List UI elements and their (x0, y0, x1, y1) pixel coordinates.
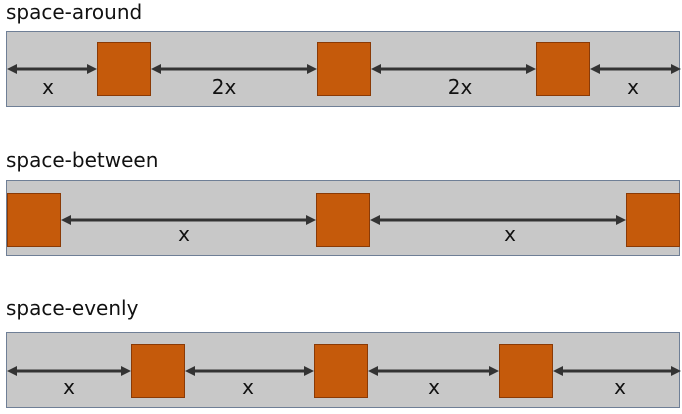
flex-item (317, 42, 371, 96)
gap-label: x (428, 375, 440, 399)
flex-item (314, 344, 368, 398)
gap-label: x (614, 375, 626, 399)
space-around-container: x 2x 2x x (6, 31, 681, 107)
gap-label: x (504, 222, 516, 246)
flex-item (131, 344, 185, 398)
gap-label: x (627, 75, 639, 99)
gap-arrows (61, 215, 626, 225)
flex-item (499, 344, 553, 398)
flex-item (7, 193, 61, 247)
space-between-title: space-between (6, 148, 159, 172)
gap-label: 2x (211, 75, 237, 99)
gap-label: x (178, 222, 190, 246)
gap-label: x (63, 375, 75, 399)
gap-label: x (242, 375, 254, 399)
flex-item (316, 193, 370, 247)
gap-arrows (7, 64, 681, 74)
space-between-container: x x (6, 180, 680, 256)
flex-item (626, 193, 680, 247)
gap-arrows (7, 366, 681, 376)
space-evenly-container: x x x x (6, 332, 681, 408)
gap-label: 2x (447, 75, 473, 99)
space-around-title: space-around (6, 0, 143, 24)
flex-item (536, 42, 590, 96)
gap-label: x (42, 75, 54, 99)
flex-item (97, 42, 151, 96)
space-evenly-title: space-evenly (6, 296, 139, 320)
